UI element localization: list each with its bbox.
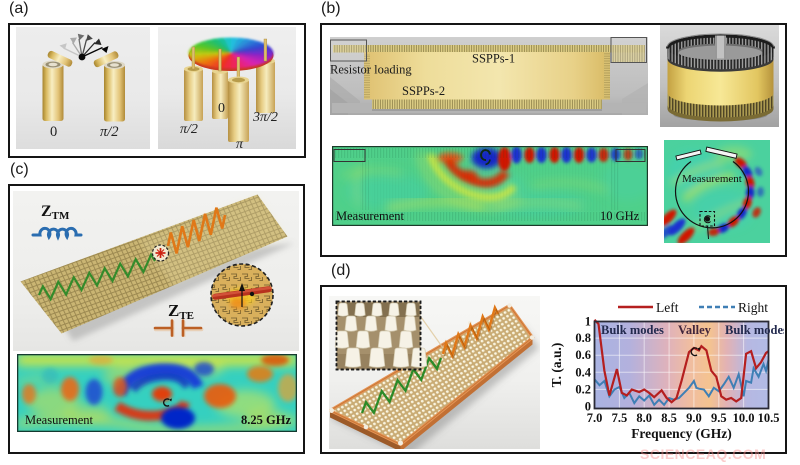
svg-text:Measurement: Measurement	[336, 209, 405, 223]
svg-text:3π/2: 3π/2	[252, 110, 278, 125]
svg-text:Bulk modes: Bulk modes	[725, 323, 784, 337]
svg-text:0.6: 0.6	[575, 348, 591, 362]
svg-text:0: 0	[50, 124, 57, 140]
svg-text:SSPPs-2: SSPPs-2	[402, 84, 445, 98]
svg-text:0: 0	[218, 101, 225, 116]
svg-text:SSPPs-1: SSPPs-1	[472, 52, 515, 66]
svg-text:0: 0	[585, 400, 591, 414]
svg-text:8.5: 8.5	[661, 411, 677, 425]
svg-text:7.0: 7.0	[587, 411, 603, 425]
svg-text:Resistor loading: Resistor loading	[330, 63, 412, 77]
svg-text:π/2: π/2	[180, 122, 198, 137]
svg-text:Measurement: Measurement	[25, 413, 94, 427]
svg-text:Frequency (GHz): Frequency (GHz)	[631, 426, 732, 441]
svg-text:8.25 GHz: 8.25 GHz	[241, 413, 291, 427]
svg-text:Valley: Valley	[678, 323, 712, 337]
svg-text:10.0: 10.0	[733, 411, 755, 425]
svg-text:π: π	[236, 137, 244, 149]
svg-text:10 GHz: 10 GHz	[600, 209, 640, 223]
svg-text:0.8: 0.8	[575, 331, 591, 345]
svg-text:9.5: 9.5	[711, 411, 727, 425]
svg-text:10.5: 10.5	[758, 411, 780, 425]
svg-text:T. (a.u.): T. (a.u.)	[549, 343, 564, 388]
svg-text:0.2: 0.2	[575, 382, 591, 396]
svg-text:1: 1	[585, 315, 591, 329]
svg-text:Left: Left	[656, 300, 679, 315]
svg-text:0.4: 0.4	[575, 365, 591, 379]
svg-text:Right: Right	[738, 300, 768, 315]
svg-text:Bulk modes: Bulk modes	[601, 323, 664, 337]
svg-text:Measurement: Measurement	[682, 173, 742, 185]
svg-text:7.5: 7.5	[612, 411, 628, 425]
svg-text:8.0: 8.0	[636, 411, 652, 425]
svg-text:9.0: 9.0	[686, 411, 702, 425]
svg-text:π/2: π/2	[100, 124, 119, 140]
